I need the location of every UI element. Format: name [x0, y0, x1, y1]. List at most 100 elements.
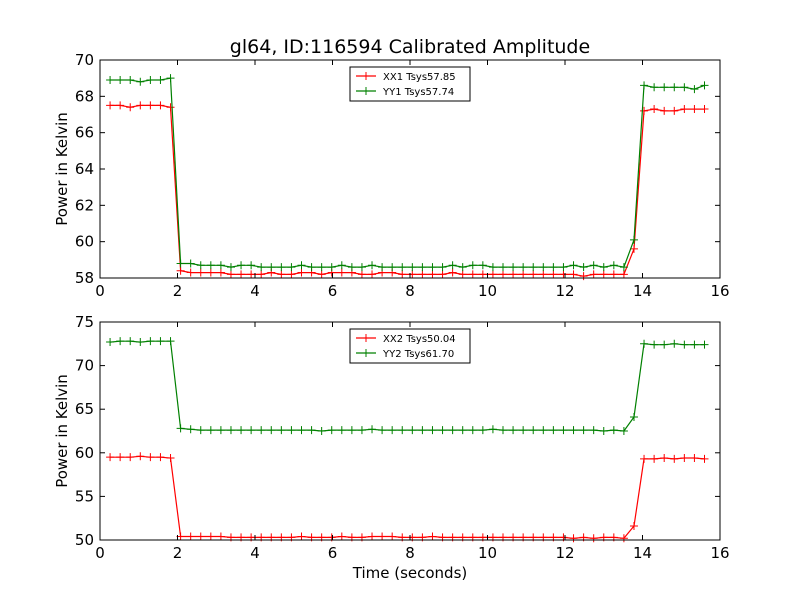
data-point: [629, 522, 638, 531]
data-point: [589, 426, 598, 435]
data-point: [257, 263, 266, 272]
data-point: [166, 454, 175, 463]
data-point: [136, 338, 145, 347]
data-point: [609, 261, 618, 270]
data-point: [458, 426, 467, 435]
legend-entry: YY1 Tsys57.74: [356, 87, 454, 98]
data-point: [549, 270, 558, 279]
data-point: [257, 270, 266, 279]
data-point: [519, 263, 528, 272]
data-point: [690, 105, 699, 114]
data-point: [509, 263, 518, 272]
series-2: [106, 337, 709, 435]
data-point: [106, 453, 115, 462]
data-point: [116, 337, 125, 346]
data-point: [317, 427, 326, 435]
data-point: [378, 426, 387, 435]
data-point: [629, 235, 638, 244]
y-axis-label: Power in Kelvin: [53, 374, 71, 488]
data-point: [690, 454, 699, 463]
data-point: [478, 426, 487, 435]
data-point: [700, 81, 709, 90]
series-1: [106, 101, 709, 281]
x-tick-label: 12: [555, 282, 574, 300]
data-point: [186, 532, 195, 541]
data-point: [307, 426, 316, 435]
figure-title: gl64, ID:116594 Calibrated Amplitude: [230, 36, 590, 58]
data-point: [428, 270, 437, 279]
data-point: [619, 263, 628, 272]
x-tick-label: 14: [633, 282, 652, 300]
data-point: [569, 534, 578, 543]
data-point: [488, 270, 497, 279]
x-tick-label: 2: [173, 282, 183, 300]
data-point: [650, 105, 659, 114]
data-point: [216, 426, 225, 435]
data-point: [337, 261, 346, 270]
data-point: [589, 270, 598, 279]
data-point: [660, 454, 669, 463]
data-point: [488, 425, 497, 434]
x-tick-label: 10: [478, 544, 497, 562]
data-point: [609, 270, 618, 279]
y-tick-label: 68: [75, 87, 94, 105]
x-tick-label: 2: [173, 544, 183, 562]
data-point: [478, 270, 487, 279]
data-point: [247, 270, 256, 279]
data-point: [488, 263, 497, 272]
x-tick-label: 0: [95, 282, 105, 300]
data-point: [629, 413, 638, 422]
data-point: [337, 268, 346, 277]
data-point: [196, 261, 205, 270]
data-point: [499, 426, 507, 435]
legend-label: YY2 Tsys61.70: [382, 349, 454, 360]
legend-entry: XX2 Tsys50.04: [356, 334, 456, 345]
legend-box: [349, 66, 471, 102]
data-point: [277, 426, 286, 435]
y-axis-label: Power in Kelvin: [53, 112, 71, 226]
data-point: [206, 532, 215, 541]
legend: XX2 Tsys50.04 YY2 Tsys61.70: [349, 328, 471, 364]
y-tick-label: 62: [75, 196, 94, 214]
data-point: [116, 75, 125, 84]
data-point: [579, 272, 588, 281]
legend-entry: XX1 Tsys57.85: [356, 72, 456, 83]
data-point: [136, 452, 145, 461]
data-point: [690, 340, 699, 349]
data-point: [599, 427, 608, 435]
data-point: [629, 244, 638, 253]
data-point: [176, 259, 185, 268]
data-point: [650, 340, 659, 349]
data-point: [368, 261, 377, 270]
data-point: [368, 425, 377, 434]
data-point: [579, 263, 588, 272]
y-tick-label: 60: [75, 444, 94, 462]
y-tick-label: 66: [75, 124, 94, 142]
data-point: [549, 263, 558, 272]
data-point: [337, 426, 346, 435]
legend: XX1 Tsys57.85 YY1 Tsys57.74: [349, 66, 471, 102]
data-point: [166, 337, 175, 346]
data-point: [146, 453, 155, 462]
data-point: [317, 270, 326, 279]
x-tick-label: 4: [250, 544, 260, 562]
data-point: [700, 105, 709, 114]
data-point: [106, 338, 115, 347]
data-point: [519, 270, 528, 279]
data-point: [357, 263, 366, 272]
x-tick-label: 6: [328, 544, 338, 562]
data-point: [408, 426, 417, 435]
x-tick-label: 0: [95, 544, 105, 562]
legend-entry: YY2 Tsys61.70: [356, 349, 454, 360]
data-point: [448, 426, 457, 435]
data-point: [106, 75, 115, 84]
y-tick-label: 58: [75, 269, 94, 287]
legend-marker: [362, 334, 370, 342]
data-point: [237, 270, 246, 279]
data-point: [640, 106, 649, 115]
data-point: [388, 426, 397, 435]
data-point: [549, 426, 558, 435]
data-point: [650, 454, 659, 463]
data-point: [267, 426, 276, 435]
data-point: [176, 424, 185, 433]
